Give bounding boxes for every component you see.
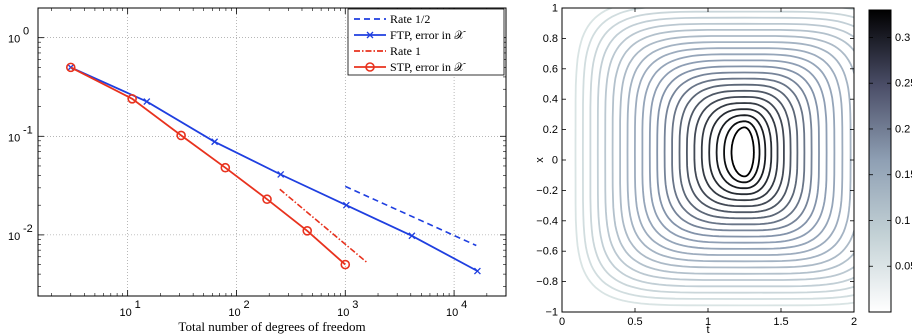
contour-plot: 0 0.5 1 1.5 2 −1 −0.8 −0.6 −0.4 −0.2 0 0.2 0.4 0.6 0.8…: [534, 3, 912, 336]
right-y-tick-label: 0.2: [543, 124, 558, 136]
data-point-circle-marker: [176, 130, 186, 141]
right-y-tick-label: 1: [552, 3, 558, 15]
right-y-tick-label: 0: [552, 155, 558, 167]
x-tick-label: 10: [120, 307, 132, 319]
contour-level: [626, 41, 852, 263]
data-point-x-marker: [143, 98, 151, 106]
right-y-tick-label: −0.8: [536, 276, 558, 288]
series-line-4: [70, 66, 346, 266]
x-tick-label: 10: [446, 307, 458, 319]
left-xlabel: Total number of degrees of freedom: [178, 319, 365, 334]
series-line-1: [344, 185, 477, 247]
colorbar-tick-label: 0.1: [895, 215, 910, 227]
y-tick-exponent: 0: [23, 26, 29, 38]
data-point-circle-marker: [340, 259, 351, 270]
x-tick-exponent: 4: [461, 299, 467, 311]
x-tick-exponent: 3: [352, 299, 358, 311]
colorbar-tick-label: 0.2: [895, 123, 910, 135]
data-point-x-marker: [366, 31, 374, 39]
right-ylabel: x: [534, 157, 546, 163]
left-series-group: [65, 62, 481, 275]
right-xlabel: t: [706, 324, 709, 336]
contour-level: [723, 120, 761, 184]
series-line-3: [279, 188, 369, 264]
contour-level: [596, 16, 854, 288]
right-x-tick-label: 1: [705, 316, 711, 328]
colorbar: [868, 9, 892, 313]
data-point-x-marker: [342, 201, 350, 209]
contour-level: [604, 22, 854, 281]
right-y-tick-label: −0.6: [536, 246, 558, 258]
x-tick-exponent: 2: [243, 299, 249, 311]
right-y-tick-label: −1: [545, 307, 558, 319]
right-y-tick-label: −0.2: [536, 185, 558, 197]
data-point-circle-marker: [262, 194, 272, 205]
data-point-circle-marker: [302, 226, 313, 236]
data-point-x-marker: [211, 138, 219, 146]
contour-level: [693, 95, 785, 208]
colorbar-tick-label: 0.3: [895, 32, 910, 44]
contour-level: [648, 59, 828, 244]
contour-level: [671, 77, 806, 226]
right-x-tick-label: 2: [851, 316, 857, 328]
contour-level: [656, 65, 820, 238]
contour-level: [633, 47, 844, 256]
right-x-tick-label: 0: [559, 316, 565, 328]
y-tick-exponent: -2: [23, 223, 33, 235]
contour-level: [708, 108, 773, 196]
legend: Rate 1/2 FTP, error in 𝒳 Rate 1 STP, error …: [347, 8, 505, 76]
contour-lines: [574, 8, 854, 307]
data-point-circle-marker: [127, 93, 137, 104]
right-ticks: 0 0.5 1 1.5 2 −1 −0.8 −0.6 −0.4 −0.2 0 0.2 0.4 0.6 0.8…: [536, 3, 857, 329]
legend-box: [347, 8, 505, 76]
x-tick-label: 10: [337, 307, 349, 319]
contour-level: [589, 10, 854, 294]
contour-level: [574, 8, 854, 307]
right-x-tick-label: 0.5: [627, 316, 642, 328]
contour-level: [678, 83, 799, 220]
contour-level: [685, 89, 792, 214]
data-point-circle-marker: [220, 162, 231, 173]
x-tick-exponent: 1: [135, 299, 141, 311]
right-y-tick-label: 0.8: [543, 33, 558, 45]
legend-label: STP, error in 𝒳: [390, 60, 466, 74]
contour-level: [611, 29, 854, 275]
data-point-x-marker: [473, 267, 481, 275]
colorbar-tick-label: 0.05: [895, 261, 912, 273]
contour-level: [715, 114, 767, 190]
contour-level: [730, 126, 755, 178]
contour-level: [619, 35, 854, 269]
contour-level: [700, 102, 779, 202]
contour-level: [581, 8, 854, 300]
colorbar-tick-label: 0.15: [895, 169, 912, 181]
y-tick-exponent: -1: [23, 124, 33, 136]
contour-level: [641, 53, 836, 250]
y-tick-label: 10: [8, 34, 20, 46]
right-y-tick-label: −0.4: [536, 215, 558, 227]
x-tick-label: 10: [228, 307, 240, 319]
contour-level: [663, 71, 813, 232]
y-tick-label: 10: [8, 231, 20, 243]
legend-label: FTP, error in 𝒳: [390, 28, 466, 42]
legend-label: Rate 1: [390, 44, 421, 58]
data-point-circle-marker: [65, 62, 76, 73]
legend-label: Rate 1/2: [390, 12, 430, 26]
right-x-tick-label: 1.5: [773, 316, 788, 328]
colorbar-tick-label: 0.25: [895, 78, 912, 90]
y-tick-label: 10: [8, 132, 20, 144]
data-point-circle-marker: [365, 62, 375, 72]
right-y-tick-label: 0.4: [543, 94, 558, 106]
data-point-x-marker: [408, 232, 416, 240]
colorbar-ticks: 0.05 0.1 0.15 0.2 0.25 0.3: [869, 32, 912, 273]
data-point-x-marker: [277, 171, 285, 178]
left-plot-frame: [37, 7, 507, 297]
right-y-tick-label: 0.6: [543, 63, 558, 75]
